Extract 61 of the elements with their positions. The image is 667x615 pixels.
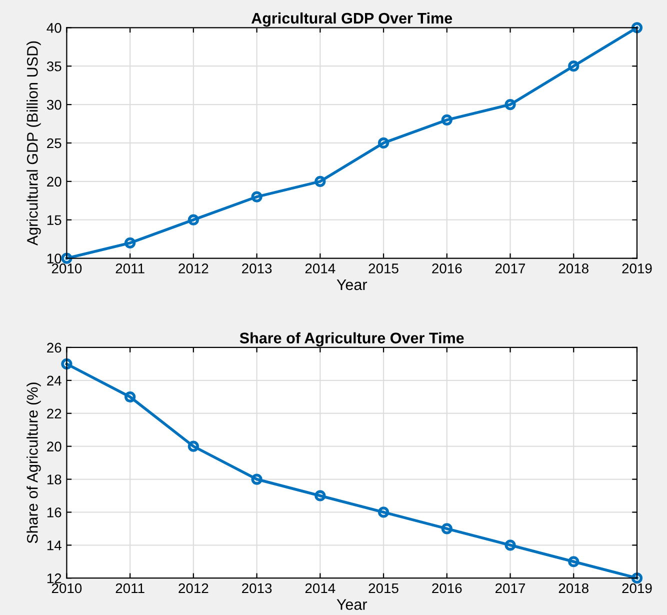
point bbox=[314, 490, 326, 502]
y-tick-label: 25 bbox=[47, 138, 62, 148]
point bbox=[188, 214, 199, 226]
chart-title: Share of Agriculture Over Time bbox=[240, 332, 464, 347]
x-tick-label: 2018 bbox=[558, 583, 588, 594]
y-tick-label: 20 bbox=[47, 176, 62, 187]
y-tick-label: 30 bbox=[46, 100, 62, 110]
point bbox=[251, 191, 262, 202]
y-tick-label: 24 bbox=[47, 376, 62, 386]
point bbox=[314, 176, 326, 187]
point bbox=[378, 137, 390, 149]
point bbox=[504, 98, 516, 110]
y-axis-title: Agricultural GDP (Billion USD) bbox=[26, 41, 41, 246]
x-tick-label: 2014 bbox=[305, 583, 336, 594]
chart-title: Agricultural GDP Over Time bbox=[251, 12, 452, 27]
x-tick-label: 2019 bbox=[622, 264, 652, 274]
point bbox=[61, 358, 72, 370]
x-tick-label: 2010 bbox=[52, 264, 82, 274]
y-tick-label: 12 bbox=[47, 573, 62, 584]
point bbox=[61, 252, 72, 264]
x-tick-label: 2015 bbox=[368, 583, 398, 594]
y-tick-label: 10 bbox=[47, 254, 62, 264]
x-tick-label: 2017 bbox=[496, 583, 526, 594]
x-tick-label: 2015 bbox=[368, 264, 398, 274]
y-tick-label: 20 bbox=[47, 442, 62, 452]
y-tick-label: 26 bbox=[47, 342, 62, 353]
x-tick-label: 2017 bbox=[496, 264, 526, 274]
x-axis-title: Year bbox=[336, 279, 368, 290]
point bbox=[124, 391, 136, 402]
x-tick-label: 2013 bbox=[242, 264, 272, 274]
point bbox=[568, 60, 580, 72]
x-tick-label: 2013 bbox=[242, 583, 272, 594]
x-tick-label: 2016 bbox=[432, 264, 462, 274]
y-axis-title: Share of Agriculture (%) bbox=[26, 382, 41, 544]
x-tick-label: 2016 bbox=[432, 583, 462, 594]
x-axis-title: Year bbox=[336, 599, 368, 610]
point bbox=[188, 440, 199, 452]
point bbox=[441, 523, 452, 534]
x-tick-label: 2014 bbox=[305, 264, 336, 274]
y-tick-label: 35 bbox=[46, 61, 62, 72]
y-tick-label: 16 bbox=[47, 508, 62, 518]
point bbox=[631, 572, 643, 584]
x-tick-label: 2019 bbox=[622, 583, 652, 594]
point bbox=[631, 22, 643, 34]
y-tick-label: 22 bbox=[47, 408, 62, 418]
x-tick-label: 2011 bbox=[116, 264, 144, 274]
x-tick-label: 2018 bbox=[558, 264, 588, 274]
y-tick-label: 18 bbox=[47, 474, 62, 484]
y-tick-label: 40 bbox=[46, 23, 62, 33]
y-tick-label: 14 bbox=[47, 540, 62, 550]
point bbox=[251, 474, 262, 485]
point bbox=[441, 114, 452, 126]
x-tick-label: 2010 bbox=[52, 583, 82, 594]
point bbox=[124, 237, 136, 248]
point bbox=[378, 506, 390, 518]
x-tick-label: 2012 bbox=[178, 264, 208, 274]
x-tick-label: 2012 bbox=[178, 583, 208, 594]
y-tick-label: 15 bbox=[47, 215, 62, 226]
x-tick-label: 2011 bbox=[116, 583, 144, 594]
point bbox=[504, 540, 516, 551]
point bbox=[568, 556, 580, 568]
